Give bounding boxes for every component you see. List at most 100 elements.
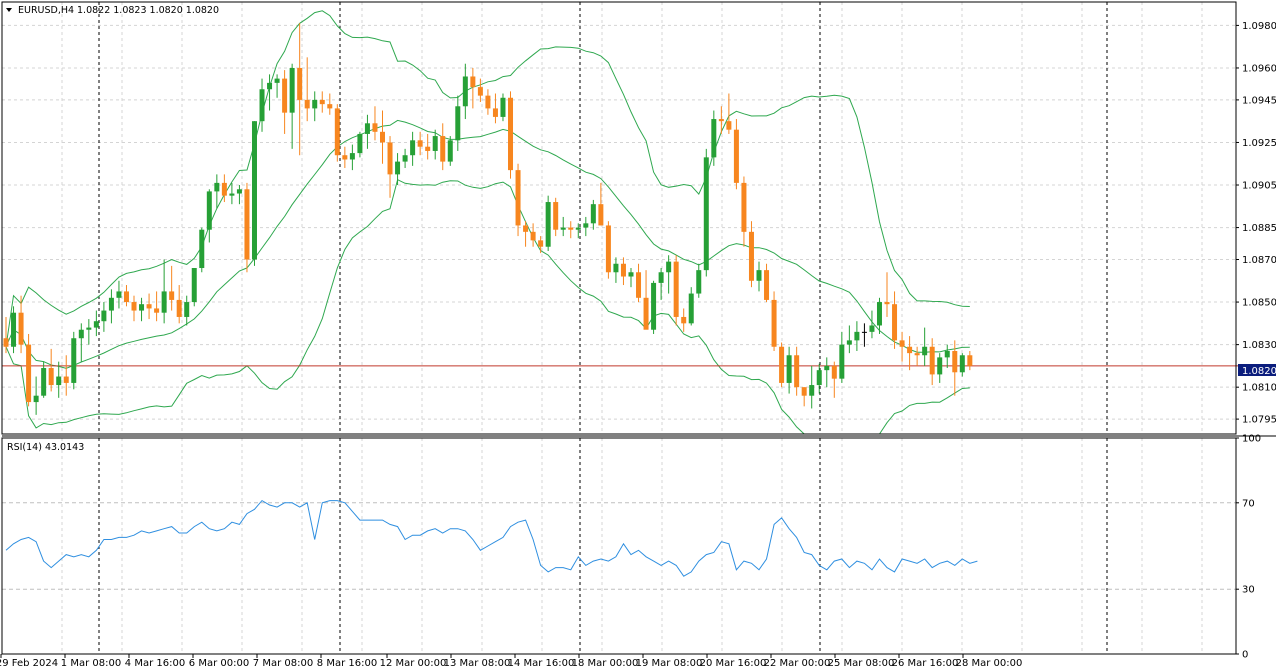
candle-body (184, 302, 190, 317)
candle (801, 387, 807, 407)
current-price-tag: 1.0820 (1242, 366, 1276, 377)
candle-body (108, 297, 114, 311)
candle (267, 74, 273, 111)
candle (462, 63, 468, 120)
candle-body (387, 142, 393, 175)
candle (199, 227, 205, 273)
rsi-y-tick-label: 30 (1242, 585, 1255, 596)
candle (477, 78, 483, 103)
candle (651, 280, 657, 334)
candle (297, 23, 303, 156)
candle-body (824, 365, 830, 371)
candle-body (236, 189, 242, 194)
x-tick-label: 7 Mar 08:00 (253, 658, 313, 668)
candle-body (259, 89, 265, 122)
candle-body (432, 136, 438, 151)
candle-body (583, 223, 589, 228)
candle-body (756, 270, 762, 281)
candle (545, 195, 551, 251)
candle-body (56, 376, 62, 386)
candle-body (711, 119, 717, 158)
rsi-line (5, 499, 978, 577)
candle (56, 361, 62, 398)
candle (786, 346, 792, 394)
candle (33, 376, 39, 415)
candle (395, 153, 401, 186)
candle-body (169, 291, 175, 300)
candle-body (553, 202, 559, 230)
candle-body (26, 344, 32, 403)
candle-body (907, 346, 913, 354)
candle-body (131, 302, 137, 311)
candle (342, 146, 348, 168)
candle-body (319, 99, 325, 105)
candle-body (703, 157, 709, 271)
candle-body (884, 302, 890, 305)
y-tick-label: 1.0850 (1242, 298, 1276, 309)
candle-body (628, 272, 634, 277)
triangle-down-icon[interactable] (6, 8, 12, 12)
candle-body (726, 121, 732, 130)
candle (357, 131, 363, 158)
candle (605, 221, 611, 279)
candle-body (334, 108, 340, 156)
candle (628, 268, 634, 288)
candle (681, 308, 687, 332)
candle (410, 131, 416, 166)
x-tick-label: 18 Mar 00:00 (572, 658, 639, 668)
candle-body (214, 182, 220, 192)
x-tick-label: 4 Mar 16:00 (125, 658, 185, 668)
candle (748, 221, 754, 288)
candle-body (944, 351, 950, 358)
candle (176, 285, 182, 324)
x-tick-label: 1 Mar 08:00 (61, 658, 121, 668)
bollinger-middle (5, 119, 970, 369)
rsi-y-tick-label: 70 (1242, 498, 1255, 509)
candle (259, 78, 265, 132)
candle-body (914, 353, 920, 356)
candle-body (530, 231, 536, 241)
candle (470, 67, 476, 109)
candle (508, 91, 514, 179)
candle-body (199, 229, 205, 269)
candle (417, 131, 423, 156)
candle (952, 340, 958, 396)
candle-body (967, 355, 973, 366)
candle-body (733, 129, 739, 183)
candle (93, 310, 99, 337)
candle (643, 270, 649, 330)
candle-body (620, 263, 626, 277)
candle (824, 357, 830, 388)
candle (538, 236, 544, 254)
candle-body (477, 87, 483, 96)
candle-body (139, 304, 145, 311)
candle (101, 302, 107, 332)
candle-body (508, 97, 514, 171)
candle (86, 319, 92, 345)
candle (771, 291, 777, 352)
candle-body (801, 387, 807, 396)
candle (937, 353, 943, 383)
candle (703, 148, 709, 277)
candle (560, 216, 566, 237)
candle (312, 91, 318, 122)
candle (922, 327, 928, 366)
candle (289, 63, 295, 149)
candle (108, 289, 114, 324)
candle (869, 310, 875, 339)
y-tick-label: 1.0905 (1242, 181, 1276, 192)
candle (244, 182, 250, 273)
candle-body (312, 99, 318, 109)
symbol-label: EURUSD,H4 (18, 5, 74, 16)
candle-body (274, 78, 280, 83)
candle-body (417, 140, 423, 147)
y-tick-label: 1.0960 (1242, 63, 1276, 74)
candle-body (161, 291, 167, 313)
candle (733, 119, 739, 190)
price-tag-bg (1238, 364, 1276, 376)
candle-body (688, 293, 694, 324)
candle (688, 287, 694, 326)
candle (440, 123, 446, 171)
candle (636, 263, 642, 303)
